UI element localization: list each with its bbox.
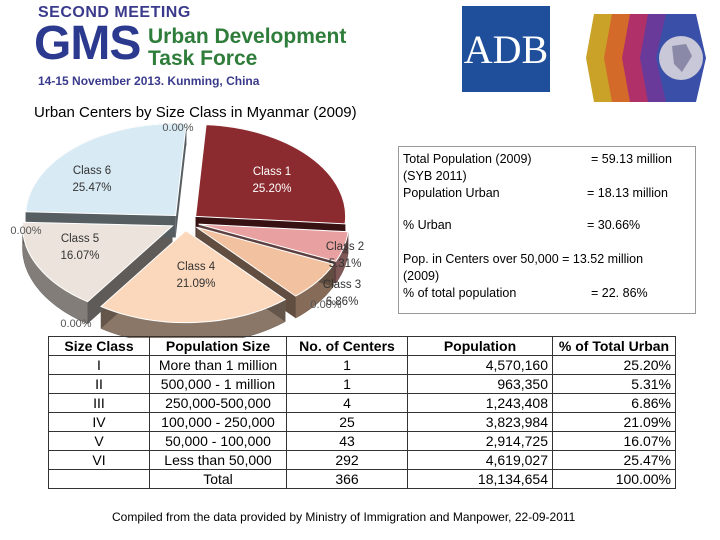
cell-total-population: 18,134,654	[407, 469, 553, 489]
urban-population-label: Population Urban	[403, 186, 500, 200]
cell-percent: 25.20%	[552, 355, 676, 375]
cell-percent: 21.09%	[552, 412, 676, 432]
table-row: III 250,000-500,000 4 1,243,408 6.86%	[48, 393, 676, 413]
gms-hexagon-logo	[586, 14, 706, 102]
cell-percent: 16.07%	[552, 431, 676, 451]
percent-urban-value: = 30.66%	[587, 218, 641, 232]
table-row: IV 100,000 - 250,000 25 3,823,984 21.09%	[48, 412, 676, 432]
cell-size-class: V	[48, 431, 150, 451]
artifact-label-bottom-left: 0.00%	[60, 318, 91, 330]
cell-population: 963,350	[407, 374, 553, 394]
chart-title: Urban Centers by Size Class in Myanmar (…	[34, 104, 357, 121]
pie-slice-class-1	[195, 124, 347, 225]
pie-slice-class-6	[25, 123, 187, 217]
pie-labels: Class 1 25.20% Class 2 5.31% Class 3 6.8…	[10, 122, 364, 330]
percent-urban-label: % Urban	[403, 218, 452, 232]
task-force-line-1: Urban Development	[148, 25, 347, 48]
pie-tops	[22, 123, 349, 324]
adb-logo: ADB	[462, 6, 550, 92]
gms-wordmark: GMS	[34, 17, 141, 70]
cell-percent: 5.31%	[552, 374, 676, 394]
size-class-table: Size Class Population Size No. of Center…	[48, 336, 676, 489]
pie-slice-class-3	[196, 226, 335, 297]
cell-centers: 1	[286, 355, 408, 375]
slice-label-class-5-value: 16.07%	[60, 250, 99, 262]
artifact-label-bottom-right: 0.00%	[310, 299, 341, 311]
cell-percent: 25.47%	[552, 450, 676, 470]
total-population-label: Total Population (2009)	[403, 152, 532, 166]
slice-label-class-1-value: 25.20%	[252, 183, 291, 195]
centers-population-year: (2009)	[403, 269, 440, 283]
slice-label-class-6-value: 25.47%	[72, 182, 111, 194]
artifact-label-left: 0.00%	[10, 225, 41, 237]
cell-population: 1,243,408	[407, 393, 553, 413]
cell-population-size: 50,000 - 100,000	[149, 431, 287, 451]
cell-population-size: 100,000 - 250,000	[149, 412, 287, 432]
centers-population-label: Pop. in Centers over 50,000 = 13.52 mill…	[403, 252, 644, 266]
slice-label-class-3-value: 6.86%	[326, 296, 359, 308]
task-force-title: Urban Development Task Force	[148, 25, 347, 71]
slice-label-class-5-name: Class 5	[61, 233, 99, 245]
pie-chart: Class 1 25.20% Class 2 5.31% Class 3 6.8…	[10, 122, 364, 338]
table-row: VI Less than 50,000 292 4,619,027 25.47%	[48, 450, 676, 470]
cell-population-size: 250,000-500,000	[149, 393, 287, 413]
pie-slice-class-5	[22, 221, 174, 303]
cell-centers: 25	[286, 412, 408, 432]
table-row: II 500,000 - 1 million 1 963,350 5.31%	[48, 374, 676, 394]
cell-total-percent: 100.00%	[552, 469, 676, 489]
cell-population-size: More than 1 million	[149, 355, 287, 375]
cell-size-class: IV	[48, 412, 150, 432]
centers-percent-value: = 22. 86%	[591, 286, 648, 300]
cell-total-centers: 366	[286, 469, 408, 489]
cell-size-class: II	[48, 374, 150, 394]
slice-label-class-2-name: Class 2	[326, 241, 364, 253]
pie-slice-wall	[175, 123, 187, 238]
slice-label-class-2-value: 5.31%	[329, 258, 362, 270]
cell-total-blank	[48, 469, 150, 489]
pie-slice-class-4	[100, 230, 287, 324]
cell-total-label: Total	[149, 469, 287, 489]
cell-centers: 4	[286, 393, 408, 413]
cell-population: 4,619,027	[407, 450, 553, 470]
cell-population-size: 500,000 - 1 million	[149, 374, 287, 394]
meeting-eyebrow: SECOND MEETING	[38, 4, 191, 21]
cell-size-class: I	[48, 355, 150, 375]
cell-centers: 292	[286, 450, 408, 470]
pie-slice-class-2	[198, 223, 349, 262]
table-header-row: Size Class Population Size No. of Center…	[48, 336, 676, 356]
slice-label-class-6-name: Class 6	[73, 165, 111, 177]
cell-population: 3,823,984	[407, 412, 553, 432]
table-row: I More than 1 million 1 4,570,160 25.20%	[48, 355, 676, 375]
population-summary-box: Total Population (2009) = 59.13 million …	[398, 146, 696, 314]
artifact-label-top: 0.00%	[162, 122, 193, 134]
task-force-line-2: Task Force	[148, 47, 258, 71]
cell-size-class: VI	[48, 450, 150, 470]
header-population: Population	[407, 336, 553, 356]
slice-label-class-4-name: Class 4	[177, 261, 216, 273]
slice-label-class-1-name: Class 1	[253, 166, 291, 178]
urban-population-value: = 18.13 million	[587, 186, 668, 200]
table-total-row: Total 366 18,134,654 100.00%	[48, 469, 676, 489]
total-population-value: = 59.13 million	[591, 152, 672, 166]
cell-percent: 6.86%	[552, 393, 676, 413]
total-population-source: (SYB 2011)	[403, 169, 467, 183]
header-no-of-centers: No. of Centers	[286, 336, 408, 356]
cell-centers: 43	[286, 431, 408, 451]
table-row: V 50,000 - 100,000 43 2,914,725 16.07%	[48, 431, 676, 451]
header-population-size: Population Size	[149, 336, 287, 356]
source-footnote: Compiled from the data provided by Minis…	[112, 510, 576, 524]
header-percent-total-urban: % of Total Urban	[552, 336, 676, 356]
cell-population-size: Less than 50,000	[149, 450, 287, 470]
slice-label-class-4-value: 21.09%	[176, 278, 215, 290]
cell-population: 4,570,160	[407, 355, 553, 375]
cell-size-class: III	[48, 393, 150, 413]
meeting-date: 14-15 November 2013. Kunming, China	[38, 74, 260, 88]
cell-centers: 1	[286, 374, 408, 394]
header-size-class: Size Class	[48, 336, 150, 356]
cell-population: 2,914,725	[407, 431, 553, 451]
slice-label-class-3-name: Class 3	[323, 279, 361, 291]
centers-percent-label: % of total population	[403, 286, 517, 300]
